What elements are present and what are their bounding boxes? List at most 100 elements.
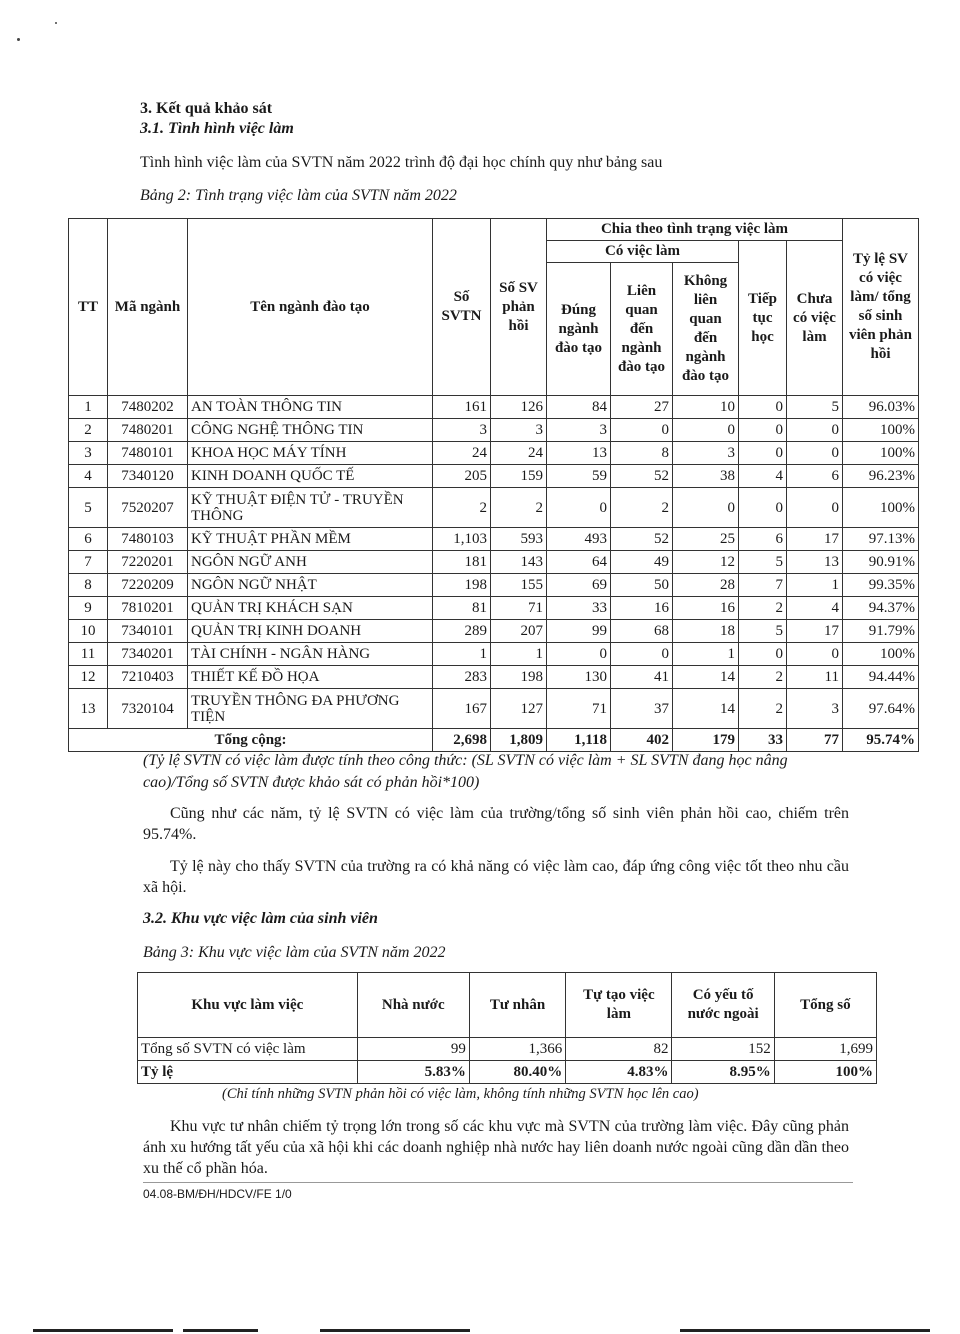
table-cell: 13 [786,550,843,574]
table-cell: 205 [432,464,491,488]
table-cell: 181 [432,550,491,574]
table-cell: 0 [738,487,787,528]
col-group-chia: Chia theo tình trạng việc làm [546,218,843,241]
table-cell: 80.40% [468,1060,567,1084]
table-cell: 18 [672,619,739,643]
table-cell: 91.79% [842,619,919,643]
table-cell: 207 [490,619,547,643]
table-cell: 7320104 [107,688,188,729]
table-cell: 5 [738,619,787,643]
table-cell: 289 [432,619,491,643]
table-row: Tổng số SVTN có việc làm 99 1,366 82 152 1,69… [137,1037,878,1061]
paragraph: Khu vực tư nhân chiếm tỷ trọng lớn trong… [143,1118,849,1177]
table-cell: 5 [738,550,787,574]
table-cell: 82 [565,1037,673,1061]
col-ma-nganh: Mã ngành [107,218,188,396]
table-cell: 24 [490,441,547,465]
subsection-title: 3.2. Khu vực việc làm của sinh viên [143,910,378,927]
table-cell: 7480101 [107,441,188,465]
table-cell: 97.13% [842,527,919,551]
table-cell: 0 [786,418,843,442]
table-cell: 100% [842,418,919,442]
table-cell: 0 [546,642,611,666]
footer-divider [143,1182,853,1183]
table-cell: 198 [490,665,547,689]
table-row: 6 7480103 KỸ THUẬT PHẦN MỀM 1,103 593 493 52 25… [68,527,919,551]
table-cell: 7220201 [107,550,188,574]
employment-sector-table: Khu vực làm việc Nhà nước Tư nhân Tự tạo vi… [137,972,878,1084]
table-cell: 1,103 [432,527,491,551]
table-cell: CÔNG NGHỆ THÔNG TIN [187,418,433,442]
table-cell: 16 [610,596,673,620]
table-cell: 33 [546,596,611,620]
table-cell: 71 [490,596,547,620]
table-cell: 84 [546,395,611,419]
table-cell: 143 [490,550,547,574]
table2-note: (Tỷ lệ SVTN có việc làm được tính theo c… [143,752,788,791]
table-cell: QUẢN TRỊ KHÁCH SẠN [187,596,433,620]
table-cell: 161 [432,395,491,419]
col-tt: TT [68,218,108,396]
table-cell: 24 [432,441,491,465]
table-cell: 6 [738,527,787,551]
table-cell: 9 [68,596,108,620]
table-cell: 8 [68,573,108,597]
col-so-sv-phan-hoi: Số SV phản hồi [490,218,547,396]
table-cell: 11 [68,642,108,666]
table-cell: 17 [786,527,843,551]
col-group-co-viec-lam: Có việc làm [546,240,739,263]
table-cell: 12 [672,550,739,574]
footer-code: 04.08-BM/ĐH/HDCV/FE 1/0 [143,1187,292,1201]
col-header: Tự tạo việc làm [565,972,673,1038]
table-cell: 4.83% [565,1060,673,1084]
table-cell: 7 [68,550,108,574]
table-cell: 0 [738,418,787,442]
table-cell: 94.37% [842,596,919,620]
table-cell: 59 [546,464,611,488]
table-cell: 2 [610,487,673,528]
table-cell: 3 [672,441,739,465]
table-cell: 593 [490,527,547,551]
table-cell: 2 [490,487,547,528]
table-cell: 130 [546,665,611,689]
table-cell: 1 [490,642,547,666]
col-so-svtn: Số SVTN [432,218,491,396]
table-row: 10 7340101 QUẢN TRỊ KINH DOANH 289 207 99 68 18… [68,619,919,643]
table-cell: 0 [738,642,787,666]
table-cell: 198 [432,573,491,597]
total-cell: 1,809 [490,728,547,752]
table-cell: NGÔN NGỮ NHẬT [187,573,433,597]
table-cell: 14 [672,688,739,729]
table-cell: THIẾT KẾ ĐỒ HỌA [187,665,433,689]
table-cell: 7480201 [107,418,188,442]
table-cell: 1 [68,395,108,419]
table-row: 5 7520207 KỸ THUẬT ĐIỆN TỬ - TRUYỀN THÔNG 2… [68,487,919,528]
table-cell: 10 [672,395,739,419]
table-cell: 2 [68,418,108,442]
total-cell: 77 [786,728,843,752]
table-cell: 3 [432,418,491,442]
table-cell: 3 [546,418,611,442]
table-cell: 1 [672,642,739,666]
table-row: 13 7320104 TRUYỀN THÔNG ĐA PHƯƠNG TIỆN 167 1… [68,688,919,729]
subsection-title: 3.1. Tình hình việc làm [140,120,294,137]
table-cell: 283 [432,665,491,689]
total-cell: 179 [672,728,739,752]
col-header: Tư nhân [468,972,567,1038]
table-cell: 4 [738,464,787,488]
col-header: Khu vực làm việc [137,972,358,1038]
table-cell: 0 [672,487,739,528]
table-cell: 69 [546,573,611,597]
table-row: 3 7480101 KHOA HỌC MÁY TÍNH 24 24 13 8 3 0 0 100% [68,441,919,465]
col-chua-co-viec: Chưa có việc làm [786,240,843,396]
table-cell: KỸ THUẬT ĐIỆN TỬ - TRUYỀN THÔNG [187,487,433,528]
table-cell: 38 [672,464,739,488]
table-cell: Tỷ lệ [137,1060,358,1084]
table-cell: 493 [546,527,611,551]
table-cell: 5 [68,487,108,528]
table-row: 11 7340201 TÀI CHÍNH - NGÂN HÀNG 1 1 0 0 1 0 0 100… [68,642,919,666]
table-cell: 7220209 [107,573,188,597]
table-cell: 16 [672,596,739,620]
table-row: 2 7480201 CÔNG NGHỆ THÔNG TIN 3 3 3 0 0 0 0 100% [68,418,919,442]
table-cell: 2 [738,596,787,620]
